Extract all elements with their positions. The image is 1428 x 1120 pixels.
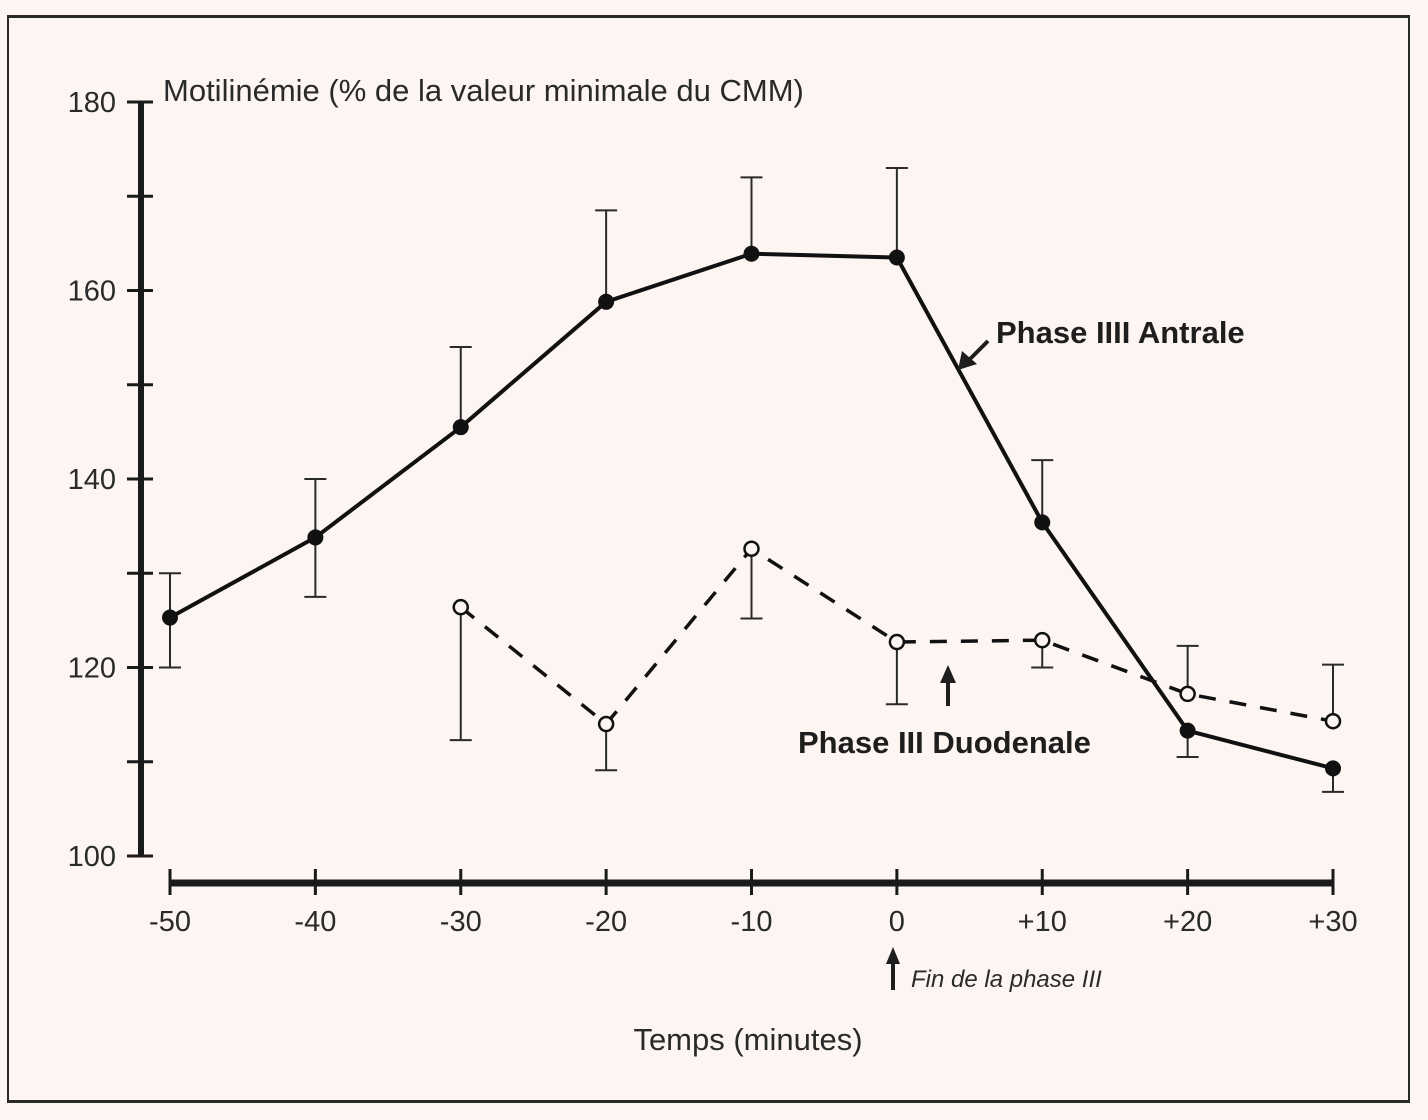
data-point <box>1034 514 1051 531</box>
data-point <box>162 609 178 626</box>
data-point <box>888 633 906 651</box>
data-point <box>1179 722 1196 739</box>
annotation-antrale: Phase IIII Antrale <box>958 315 1245 370</box>
data-point <box>743 245 760 262</box>
data-point <box>307 529 324 546</box>
annotation-fin-phase: Fin de la phase III <box>886 947 1102 993</box>
y-tick-label: 180 <box>68 87 116 119</box>
series-duodenale <box>449 540 1344 772</box>
y-tick-label: 160 <box>68 276 116 308</box>
data-point <box>597 715 615 733</box>
y-axis: 100 120 140 160 180 <box>68 87 153 873</box>
arrow-up-icon <box>886 947 900 990</box>
x-tick-label: +20 <box>1163 906 1212 938</box>
y-tick-label: 140 <box>68 464 116 496</box>
data-point <box>598 293 615 310</box>
y-tick-label: 120 <box>68 653 116 685</box>
data-point <box>1179 685 1196 703</box>
arrow-icon <box>958 339 990 370</box>
x-tick-label: -10 <box>731 906 773 938</box>
series-antrale <box>159 166 1344 793</box>
data-point <box>452 419 469 436</box>
data-point <box>1325 760 1341 777</box>
data-point <box>1034 631 1051 649</box>
x-tick-label: +10 <box>1018 906 1067 938</box>
data-point <box>452 598 469 616</box>
x-tick-label: +30 <box>1308 906 1357 938</box>
annotation-fin-phase-label: Fin de la phase III <box>911 966 1102 993</box>
x-tick-label: -20 <box>585 906 627 938</box>
chart-title: Motilinémie (% de la valeur minimale du … <box>163 73 804 108</box>
y-tick-label: 100 <box>68 841 116 873</box>
annotation-antrale-label: Phase IIII Antrale <box>996 315 1245 350</box>
figure-frame <box>7 15 1410 1103</box>
arrow-up-icon <box>940 665 956 706</box>
annotation-duodenale-label: Phase III Duodenale <box>798 725 1091 760</box>
data-point <box>743 540 760 557</box>
x-tick-label: -40 <box>294 906 336 938</box>
annotation-duodenale: Phase III Duodenale <box>798 665 1091 760</box>
data-point <box>1324 712 1342 730</box>
data-point <box>888 249 905 266</box>
x-axis-label: Temps (minutes) <box>633 1022 862 1057</box>
x-axis: -50 -40 -30 -20 -10 0 +10 +20 +30 <box>149 869 1358 938</box>
x-tick-label: -30 <box>440 906 482 938</box>
x-tick-label: -50 <box>149 906 191 938</box>
series-layer <box>159 166 1344 793</box>
x-tick-label: 0 <box>889 906 905 938</box>
